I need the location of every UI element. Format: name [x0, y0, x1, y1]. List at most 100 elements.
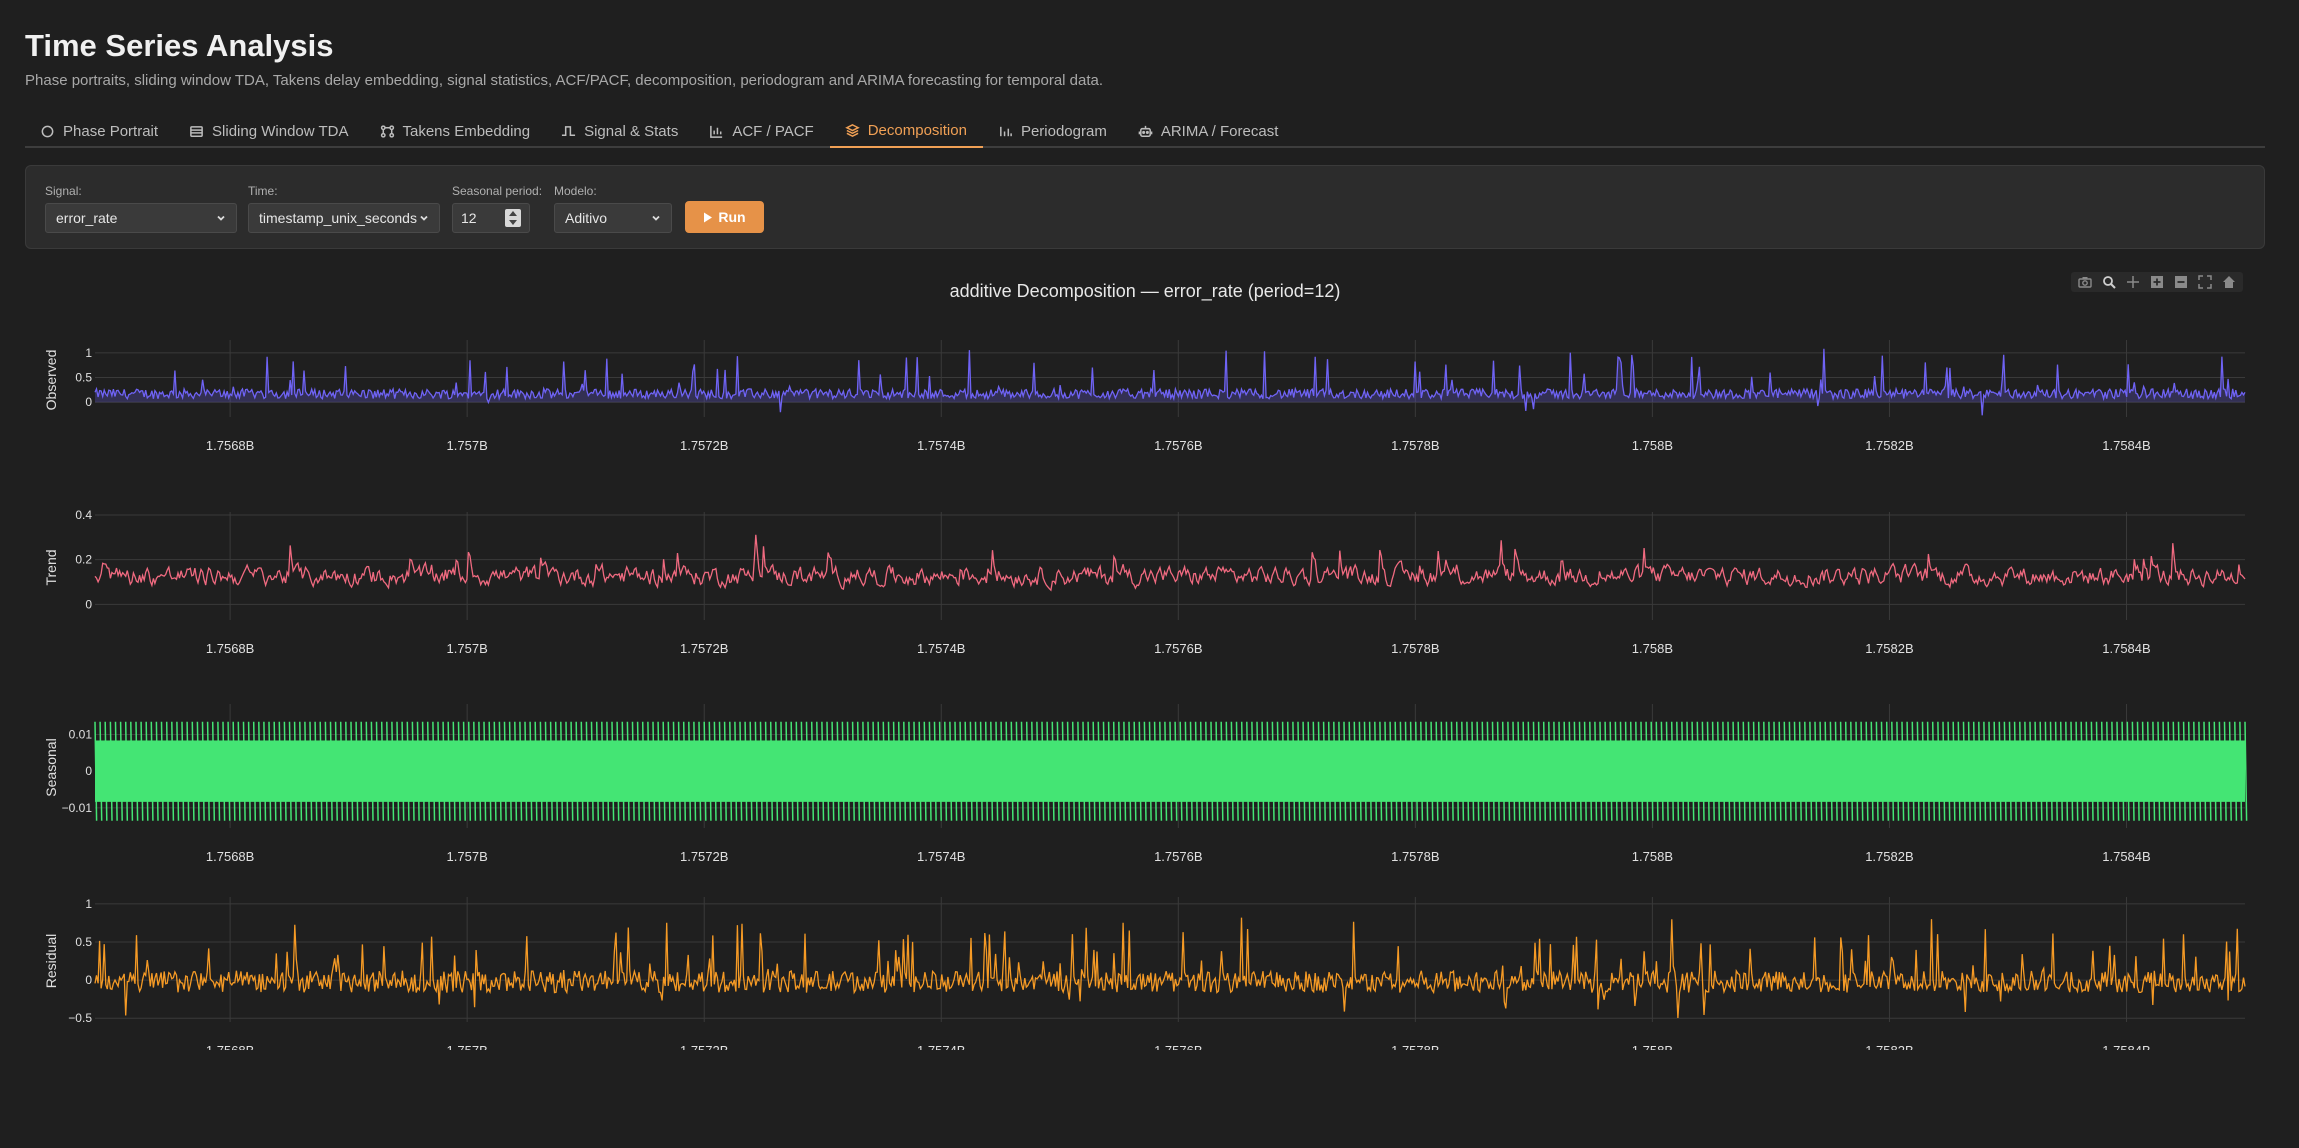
signal-label: Signal: — [45, 184, 82, 198]
x-tick-label: 1.7582B — [1865, 1043, 1913, 1050]
subplot-trend: 1.7568B 1.757B 1.7572B 1.7574B 1.7576B 1.7578… — [43, 508, 2246, 656]
x-tick-label: 1.758B — [1632, 641, 1673, 656]
home-icon[interactable] — [2221, 274, 2237, 290]
x-tick-label: 1.7584B — [2102, 1043, 2150, 1050]
tab-label: Decomposition — [867, 121, 967, 139]
robot-icon — [1138, 125, 1153, 137]
y-tick-label: 0.5 — [75, 371, 92, 385]
zoom-icon[interactable] — [2101, 274, 2117, 290]
network-icon — [380, 124, 394, 138]
tab-label: Signal & Stats — [584, 122, 679, 140]
window-icon — [190, 125, 203, 137]
x-tick-label: 1.757B — [447, 641, 488, 656]
signal-select[interactable]: error_rate — [45, 203, 237, 233]
tab-acf-pacf[interactable]: ACF / PACF — [694, 114, 829, 148]
tab-label: Sliding Window TDA — [212, 122, 349, 140]
y-tick-label: 1 — [85, 897, 92, 911]
period-value: 12 — [461, 210, 477, 226]
y-tick-label: 0 — [85, 395, 92, 409]
y-tick-label: 1 — [85, 346, 92, 360]
x-tick-label: 1.7574B — [917, 438, 965, 453]
x-tick-label: 1.757B — [447, 1043, 488, 1050]
x-tick-label: 1.7584B — [2102, 849, 2150, 864]
play-icon — [704, 212, 713, 222]
time-control: Time: timestamp_unix_seconds — [248, 184, 440, 233]
y-tick-label: 0 — [85, 597, 92, 611]
zoom-out-icon[interactable] — [2173, 274, 2189, 290]
y-tick-label: 0.5 — [75, 935, 92, 949]
x-tick-label: 1.7578B — [1391, 438, 1439, 453]
tab-takens-embedding[interactable]: Takens Embedding — [365, 114, 547, 148]
chevron-down-icon — [420, 215, 428, 221]
tab-label: Periodogram — [1020, 122, 1107, 140]
x-tick-label: 1.7568B — [206, 849, 254, 864]
time-select[interactable]: timestamp_unix_seconds — [248, 203, 440, 233]
x-tick-label: 1.7582B — [1865, 641, 1913, 656]
tab-phase-portrait[interactable]: Phase Portrait — [25, 114, 174, 148]
page-subtitle: Phase portraits, sliding window TDA, Tak… — [25, 72, 1104, 89]
y-tick-label: 0.01 — [69, 728, 93, 742]
autoscale-icon[interactable] — [2197, 274, 2213, 290]
layers-icon — [844, 123, 860, 137]
tab-label: Takens Embedding — [402, 122, 531, 140]
camera-icon[interactable] — [2077, 274, 2093, 290]
chart-modebar — [2071, 272, 2243, 292]
tab-decomposition[interactable]: Decomposition — [829, 114, 983, 148]
model-control: Modelo: Aditivo — [554, 184, 672, 233]
run-label: Run — [718, 209, 746, 225]
series-line-residual — [94, 917, 2246, 1019]
x-tick-label: 1.7582B — [1865, 438, 1913, 453]
y-tick-label: 0.2 — [75, 553, 92, 567]
period-input[interactable]: 12 — [452, 203, 530, 233]
x-tick-label: 1.757B — [447, 438, 488, 453]
x-tick-label: 1.7568B — [206, 1043, 254, 1050]
x-tick-label: 1.7572B — [680, 849, 728, 864]
model-value: Aditivo — [565, 210, 608, 226]
series-line-trend — [94, 534, 2246, 592]
series-area-observed — [95, 348, 2245, 416]
y-axis-title: Observed — [43, 350, 59, 411]
chart-title: additive Decomposition — error_rate (per… — [950, 281, 1341, 302]
x-tick-label: 1.7584B — [2102, 438, 2150, 453]
x-tick-label: 1.758B — [1632, 438, 1673, 453]
period-label: Seasonal period: — [452, 184, 543, 198]
x-tick-label: 1.7584B — [2102, 641, 2150, 656]
tab-bar: Phase Portrait Sliding Window TDA Takens… — [25, 114, 2265, 148]
controls-panel: Signal: error_rate Time: timestamp_unix_… — [25, 165, 2265, 249]
x-tick-label: 1.7568B — [206, 641, 254, 656]
decomposition-chart[interactable]: additive Decomposition — error_rate (per… — [0, 270, 2299, 1050]
y-tick-label: 0 — [85, 764, 92, 778]
x-tick-label: 1.7576B — [1154, 1043, 1202, 1050]
subplot-seasonal: 1.7568B 1.757B 1.7572B 1.7574B 1.7576B 1.7578… — [43, 704, 2248, 864]
x-tick-label: 1.7574B — [917, 849, 965, 864]
tab-signal-stats[interactable]: Signal & Stats — [546, 114, 694, 148]
circle-icon — [41, 125, 54, 137]
chevron-down-icon — [217, 215, 225, 221]
x-tick-label: 1.758B — [1632, 1043, 1673, 1050]
signal-icon — [562, 125, 576, 136]
y-axis-title: Seasonal — [43, 738, 59, 796]
tab-periodogram[interactable]: Periodogram — [983, 114, 1123, 148]
x-tick-label: 1.7576B — [1154, 849, 1202, 864]
x-tick-label: 1.7576B — [1154, 641, 1202, 656]
y-tick-label: −0.01 — [62, 801, 93, 815]
series-line-observed — [94, 348, 2246, 416]
tab-label: ACF / PACF — [732, 122, 814, 140]
y-tick-label: 0.4 — [75, 508, 92, 522]
model-select[interactable]: Aditivo — [554, 203, 672, 233]
x-tick-label: 1.7572B — [680, 438, 728, 453]
tab-sliding-window-tda[interactable]: Sliding Window TDA — [174, 114, 364, 148]
tab-arima-forecast[interactable]: ARIMA / Forecast — [1123, 114, 1295, 148]
y-tick-label: 0 — [85, 973, 92, 987]
signal-value: error_rate — [56, 210, 118, 226]
tab-label: ARIMA / Forecast — [1160, 122, 1279, 140]
x-tick-label: 1.7574B — [917, 641, 965, 656]
zoom-in-icon[interactable] — [2149, 274, 2165, 290]
y-tick-label: −0.5 — [68, 1011, 92, 1025]
run-button[interactable]: Run — [685, 201, 764, 233]
spinner-icon[interactable] — [505, 209, 521, 227]
period-control: Seasonal period: 12 — [452, 184, 542, 233]
page-title: Time Series Analysis — [25, 28, 334, 63]
chevron-down-icon — [652, 215, 660, 221]
pan-icon[interactable] — [2125, 274, 2141, 290]
